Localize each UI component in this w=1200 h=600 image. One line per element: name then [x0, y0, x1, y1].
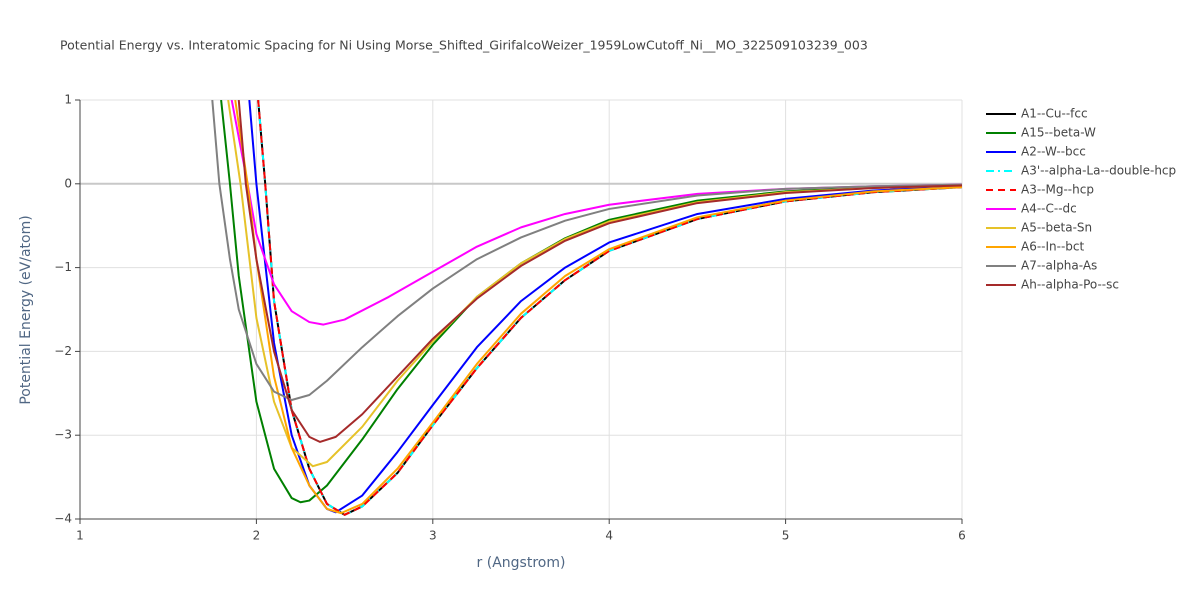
legend: A1--Cu--fcc A15--beta-W A2--W--bcc A3'--alp…	[986, 107, 1176, 292]
y-tick-label: −3	[54, 428, 72, 442]
legend-label: A3'--alpha-La--double-hcp	[1021, 164, 1176, 178]
y-tick-label: 1	[64, 93, 72, 107]
x-tick-label: 2	[253, 529, 261, 543]
legend-label: A1--Cu--fcc	[1021, 107, 1088, 121]
grid: 1 2 3 4 5 6 −4 −3 −2 −1 0 1	[54, 93, 966, 543]
x-tick-label: 5	[782, 529, 790, 543]
series-line	[211, 100, 962, 401]
x-tick-label: 3	[429, 529, 437, 543]
legend-label: A2--W--bcc	[1021, 145, 1086, 159]
series-line	[248, 100, 962, 514]
x-axis-title: r (Angstrom)	[477, 555, 566, 571]
legend-label: Ah--alpha-Po--sc	[1021, 278, 1119, 292]
series-line	[230, 100, 962, 326]
x-tick-label: 4	[605, 529, 613, 543]
y-axis-title: Potential Energy (eV/atom)	[18, 215, 34, 404]
y-tick-label: −2	[54, 344, 72, 358]
series-line	[227, 100, 962, 468]
series-line	[237, 100, 962, 443]
series-line	[220, 100, 962, 504]
y-tick-label: −4	[54, 512, 72, 526]
x-tick-label: 6	[958, 529, 966, 543]
y-tick-label: 0	[64, 176, 72, 190]
legend-label: A15--beta-W	[1021, 126, 1096, 140]
legend-label: A7--alpha-As	[1021, 259, 1097, 273]
y-tick-label: −1	[54, 260, 72, 274]
chart-title: Potential Energy vs. Interatomic Spacing…	[60, 38, 868, 53]
plot-area	[211, 100, 962, 516]
series-line	[257, 100, 962, 516]
legend-label: A6--In--bct	[1021, 240, 1085, 254]
legend-label: A5--beta-Sn	[1021, 221, 1092, 235]
legend-label: A4--C--dc	[1021, 202, 1077, 216]
series-line	[257, 100, 962, 516]
series-line	[257, 100, 962, 516]
series-line	[234, 100, 962, 515]
legend-label: A3--Mg--hcp	[1021, 183, 1094, 197]
x-tick-label: 1	[76, 529, 84, 543]
